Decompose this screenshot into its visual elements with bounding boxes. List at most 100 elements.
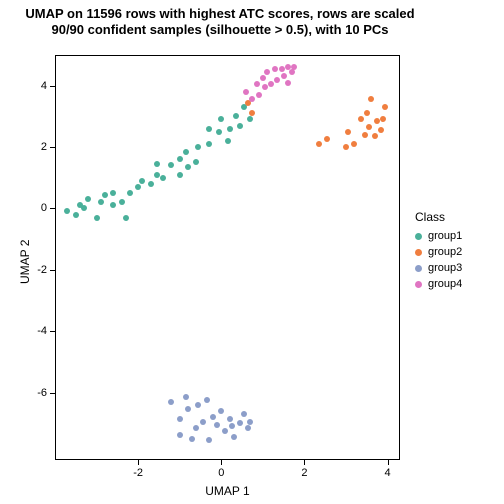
data-point <box>216 129 222 135</box>
data-point <box>382 104 388 110</box>
data-point <box>135 184 141 190</box>
y-tick-label: 0 <box>25 202 47 214</box>
data-point <box>229 423 235 429</box>
data-point <box>85 196 91 202</box>
x-tick <box>138 460 139 465</box>
data-point <box>177 432 183 438</box>
legend: Class group1 group2 group3 group4 <box>415 210 462 292</box>
data-point <box>210 414 216 420</box>
legend-item: group2 <box>415 244 462 260</box>
data-point <box>195 402 201 408</box>
data-point <box>241 411 247 417</box>
data-point <box>64 208 70 214</box>
data-point <box>206 141 212 147</box>
data-point <box>110 202 116 208</box>
legend-item: group4 <box>415 276 462 292</box>
data-point <box>94 215 100 221</box>
y-tick-label: -4 <box>25 325 47 337</box>
legend-items: group1 group2 group3 group4 <box>415 228 462 292</box>
data-point <box>243 89 249 95</box>
data-point <box>218 116 224 122</box>
y-tick <box>50 86 55 87</box>
data-point <box>189 436 195 442</box>
data-point <box>185 406 191 412</box>
data-point <box>279 66 285 72</box>
legend-label: group3 <box>428 262 462 274</box>
data-point <box>372 133 378 139</box>
data-point <box>218 408 224 414</box>
data-point <box>110 190 116 196</box>
legend-swatch <box>415 281 422 288</box>
x-tick-label: 2 <box>301 467 307 479</box>
data-point <box>268 81 274 87</box>
data-point <box>233 113 239 119</box>
data-point <box>227 416 233 422</box>
x-tick <box>304 460 305 465</box>
x-tick-label: 0 <box>218 467 224 479</box>
data-point <box>177 156 183 162</box>
y-tick-label: 4 <box>25 80 47 92</box>
legend-swatch <box>415 233 422 240</box>
plot-area <box>55 55 400 460</box>
data-point <box>119 199 125 205</box>
data-point <box>160 175 166 181</box>
legend-label: group2 <box>428 246 462 258</box>
data-point <box>256 92 262 98</box>
data-point <box>200 419 206 425</box>
y-axis-label: UMAP 2 <box>18 239 32 283</box>
x-tick <box>221 460 222 465</box>
y-tick <box>50 393 55 394</box>
data-point <box>272 66 278 72</box>
data-point <box>351 141 357 147</box>
legend-title: Class <box>415 210 462 224</box>
data-point <box>73 212 79 218</box>
data-point <box>183 394 189 400</box>
data-point <box>366 124 372 130</box>
y-tick <box>50 147 55 148</box>
data-point <box>77 202 83 208</box>
x-axis-label: UMAP 1 <box>55 484 400 498</box>
legend-label: group1 <box>428 230 462 242</box>
data-point <box>183 149 189 155</box>
data-point <box>222 428 228 434</box>
legend-label: group4 <box>428 278 462 290</box>
data-point <box>380 116 386 122</box>
data-point <box>227 126 233 132</box>
data-point <box>364 110 370 116</box>
data-point <box>168 399 174 405</box>
data-point <box>324 136 330 142</box>
data-point <box>139 178 145 184</box>
data-point <box>206 437 212 443</box>
data-point <box>245 425 251 431</box>
legend-item: group1 <box>415 228 462 244</box>
data-point <box>291 64 297 70</box>
data-point <box>274 77 280 83</box>
data-point <box>237 420 243 426</box>
data-point <box>249 96 255 102</box>
title-line-2: 90/90 confident samples (silhouette > 0.… <box>51 22 388 37</box>
x-tick <box>388 460 389 465</box>
data-point <box>343 144 349 150</box>
data-point <box>316 141 322 147</box>
data-point <box>214 422 220 428</box>
chart-title: UMAP on 11596 rows with highest ATC scor… <box>0 6 440 39</box>
data-point <box>177 416 183 422</box>
data-point <box>154 172 160 178</box>
data-point <box>247 419 253 425</box>
chart-figure: UMAP on 11596 rows with highest ATC scor… <box>0 0 504 504</box>
legend-item: group3 <box>415 260 462 276</box>
data-point <box>204 397 210 403</box>
data-point <box>154 161 160 167</box>
data-point <box>148 181 154 187</box>
data-point <box>195 144 201 150</box>
data-point <box>254 81 260 87</box>
y-tick <box>50 270 55 271</box>
data-point <box>102 192 108 198</box>
data-point <box>345 129 351 135</box>
legend-swatch <box>415 249 422 256</box>
legend-swatch <box>415 265 422 272</box>
data-point <box>285 80 291 86</box>
data-point <box>260 75 266 81</box>
data-point <box>177 172 183 178</box>
x-tick-label: -2 <box>133 467 143 479</box>
